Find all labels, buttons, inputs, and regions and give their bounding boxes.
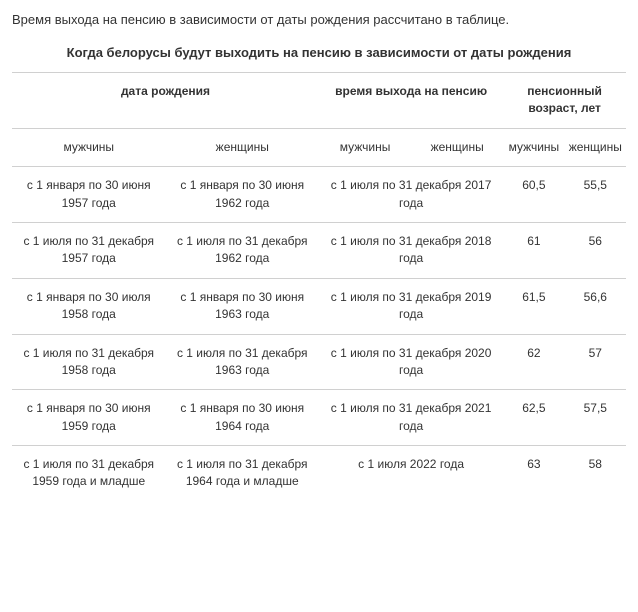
cell-age-women: 57 <box>565 334 626 390</box>
table-row: с 1 июля по 31 декабря 1959 года и младш… <box>12 446 626 501</box>
header-row-1: дата рождения время выхода на пенсию пен… <box>12 73 626 129</box>
cell-retire: с 1 июля 2022 года <box>319 446 503 501</box>
cell-age-men: 60,5 <box>503 167 564 223</box>
table-row: с 1 января по 30 июня 1957 года с 1 янва… <box>12 167 626 223</box>
cell-dob-women: с 1 июля по 31 декабря 1964 года и младш… <box>166 446 320 501</box>
table-row: с 1 июля по 31 декабря 1957 года с 1 июл… <box>12 222 626 278</box>
table-title: Когда белорусы будут выходить на пенсию … <box>12 45 626 60</box>
cell-age-men: 63 <box>503 446 564 501</box>
cell-age-men: 62,5 <box>503 390 564 446</box>
cell-age-women: 55,5 <box>565 167 626 223</box>
pension-table: дата рождения время выхода на пенсию пен… <box>12 72 626 501</box>
header-age-women: женщины <box>565 128 626 166</box>
intro-text: Время выхода на пенсию в зависимости от … <box>12 12 626 27</box>
header-dob: дата рождения <box>12 73 319 129</box>
cell-age-women: 56 <box>565 222 626 278</box>
cell-dob-women: с 1 июля по 31 декабря 1963 года <box>166 334 320 390</box>
table-row: с 1 января по 30 июня 1959 года с 1 янва… <box>12 390 626 446</box>
cell-dob-men: с 1 января по 30 июня 1959 года <box>12 390 166 446</box>
cell-age-men: 61,5 <box>503 278 564 334</box>
cell-retire: с 1 июля по 31 декабря 2021 года <box>319 390 503 446</box>
table-body: с 1 января по 30 июня 1957 года с 1 янва… <box>12 167 626 501</box>
cell-retire: с 1 июля по 31 декабря 2019 года <box>319 278 503 334</box>
cell-age-men: 61 <box>503 222 564 278</box>
cell-age-women: 57,5 <box>565 390 626 446</box>
table-row: с 1 июля по 31 декабря 1958 года с 1 июл… <box>12 334 626 390</box>
header-retire-men: мужчины <box>319 128 411 166</box>
cell-dob-men: с 1 января по 30 июня 1957 года <box>12 167 166 223</box>
cell-age-men: 62 <box>503 334 564 390</box>
cell-dob-men: с 1 июля по 31 декабря 1958 года <box>12 334 166 390</box>
table-row: с 1 января по 30 июля 1958 года с 1 янва… <box>12 278 626 334</box>
cell-retire: с 1 июля по 31 декабря 2020 года <box>319 334 503 390</box>
cell-age-women: 56,6 <box>565 278 626 334</box>
cell-age-women: 58 <box>565 446 626 501</box>
header-dob-men: мужчины <box>12 128 166 166</box>
cell-dob-women: с 1 июля по 31 декабря 1962 года <box>166 222 320 278</box>
header-row-2: мужчины женщины мужчины женщины мужчины … <box>12 128 626 166</box>
header-retire-age: пенсионный возраст, лет <box>503 73 626 129</box>
cell-dob-women: с 1 января по 30 июня 1963 года <box>166 278 320 334</box>
cell-dob-men: с 1 июля по 31 декабря 1957 года <box>12 222 166 278</box>
header-retire-time: время выхода на пенсию <box>319 73 503 129</box>
cell-dob-men: с 1 июля по 31 декабря 1959 года и младш… <box>12 446 166 501</box>
cell-dob-women: с 1 января по 30 июня 1964 года <box>166 390 320 446</box>
cell-retire: с 1 июля по 31 декабря 2018 года <box>319 222 503 278</box>
header-dob-women: женщины <box>166 128 320 166</box>
cell-dob-men: с 1 января по 30 июля 1958 года <box>12 278 166 334</box>
cell-retire: с 1 июля по 31 декабря 2017 года <box>319 167 503 223</box>
header-retire-women: женщины <box>411 128 503 166</box>
header-age-men: мужчины <box>503 128 564 166</box>
cell-dob-women: с 1 января по 30 июня 1962 года <box>166 167 320 223</box>
